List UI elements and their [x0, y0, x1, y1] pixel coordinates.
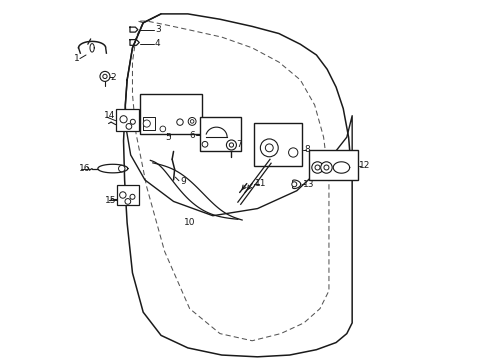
Circle shape [126, 123, 132, 129]
Text: 2: 2 [110, 73, 116, 82]
Circle shape [120, 192, 126, 198]
Circle shape [321, 162, 332, 173]
Circle shape [100, 71, 110, 81]
Text: 9: 9 [180, 177, 186, 186]
Bar [116, 109, 139, 131]
Text: 6: 6 [189, 131, 195, 140]
Text: 13: 13 [303, 180, 315, 189]
Circle shape [160, 126, 166, 132]
Text: 8: 8 [304, 145, 310, 154]
Circle shape [312, 162, 323, 173]
Circle shape [120, 116, 127, 123]
Circle shape [119, 165, 125, 172]
Bar [200, 117, 242, 152]
Circle shape [229, 143, 234, 147]
Circle shape [188, 117, 196, 125]
Circle shape [266, 144, 273, 152]
Text: 1: 1 [74, 54, 80, 63]
Text: 10: 10 [184, 218, 196, 227]
Text: 12: 12 [359, 161, 371, 170]
Text: 15: 15 [105, 196, 117, 205]
Circle shape [143, 120, 150, 127]
Circle shape [130, 119, 135, 124]
Text: 4: 4 [155, 39, 161, 48]
Text: 14: 14 [104, 111, 115, 120]
Circle shape [315, 165, 320, 170]
Circle shape [103, 74, 107, 78]
Text: 7: 7 [236, 140, 242, 149]
Text: 3: 3 [155, 26, 161, 35]
Bar [309, 150, 358, 180]
Bar [254, 123, 302, 166]
Circle shape [260, 139, 278, 157]
Circle shape [289, 148, 298, 157]
Circle shape [292, 182, 297, 187]
Text: 16: 16 [79, 164, 90, 173]
Circle shape [130, 194, 135, 199]
Circle shape [324, 165, 329, 170]
Circle shape [125, 199, 131, 204]
Circle shape [202, 141, 208, 147]
Circle shape [177, 119, 183, 125]
Text: 11: 11 [255, 179, 267, 188]
Bar [117, 185, 139, 205]
Circle shape [190, 120, 194, 123]
Circle shape [226, 140, 237, 150]
Text: 5: 5 [165, 132, 171, 141]
Bar [140, 94, 202, 134]
